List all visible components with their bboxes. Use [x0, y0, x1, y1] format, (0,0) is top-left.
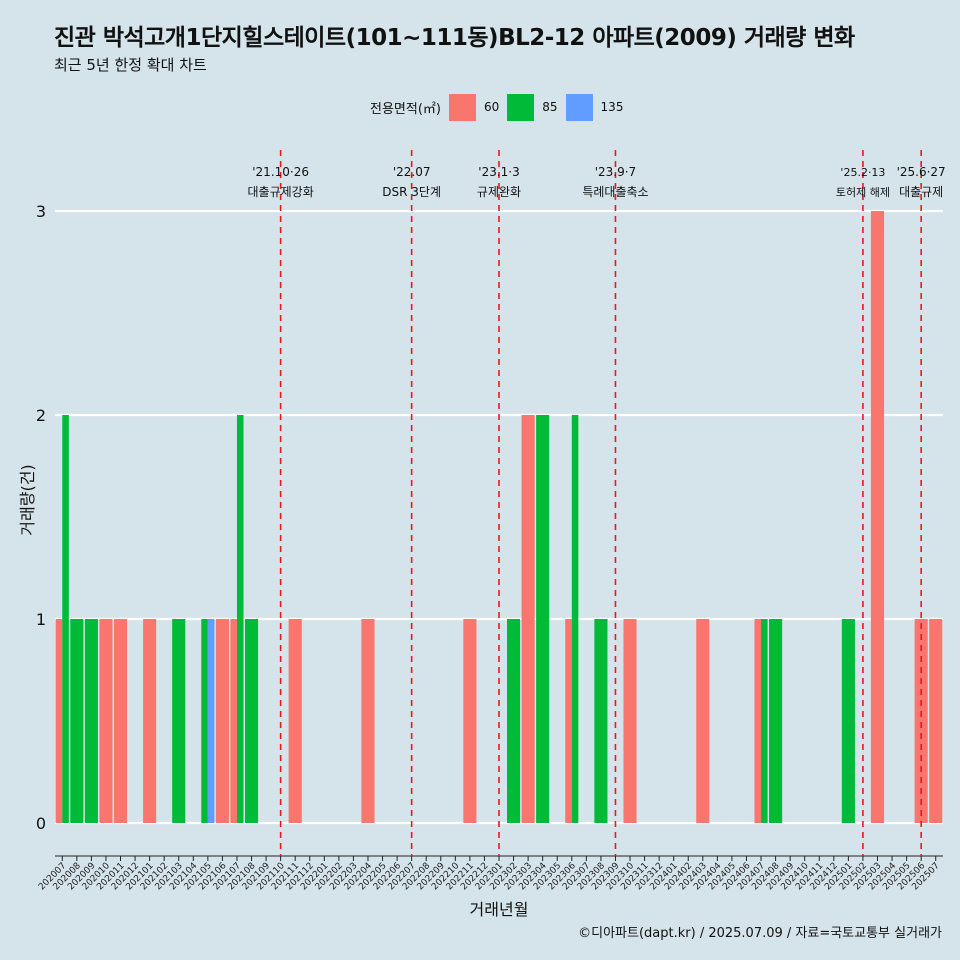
legend-label-85: 85 [542, 100, 558, 114]
bar-60-202310 [623, 619, 637, 823]
y-tick-label: 2 [36, 406, 46, 425]
annotation-date: '25.6·27 [897, 165, 946, 179]
bar-60-202503 [870, 211, 885, 823]
annotation-date: '23.9·7 [595, 165, 636, 179]
bar-85-202008 [70, 619, 84, 823]
chart-subtitle: 최근 5년 한정 확대 차트 [54, 56, 207, 74]
bar-85-202105 [201, 619, 208, 823]
chart-title: 진관 박석고개1단지힐스테이트(101~111동)BL2-12 아파트(2009… [54, 25, 855, 51]
y-tick-label: 0 [36, 814, 46, 833]
legend-item-60: 60 [448, 93, 500, 121]
annotation-date: '22.07 [393, 165, 431, 179]
bar-60-202407 [754, 619, 762, 823]
legend: 전용면적(㎡) 60 85 135 [370, 92, 631, 122]
bar-60-202107 [230, 619, 237, 823]
legend-label-135: 135 [600, 100, 624, 114]
y-axis-title: 거래량(건) [18, 464, 37, 535]
bar-60-202007 [55, 619, 63, 823]
bar-60-202506 [914, 619, 928, 823]
annotation-label: 특례대출축소 [582, 185, 648, 199]
bar-85-202007 [62, 415, 69, 823]
x-axis-title: 거래년월 [470, 900, 529, 919]
bar-85-202009 [84, 619, 98, 823]
bar-60-202403 [696, 619, 710, 823]
bar-85-202407 [761, 619, 768, 823]
y-tick-label: 1 [36, 610, 46, 629]
bar-60-202303 [521, 415, 535, 823]
bar-135-202105 [207, 619, 215, 823]
annotation-label: 토허제 해제 [836, 185, 890, 199]
bar-60-202101 [143, 619, 157, 823]
legend-swatch-135 [565, 93, 593, 121]
bar-85-202408 [769, 619, 783, 823]
bar-85-202103 [172, 619, 186, 823]
bar-60-202111 [288, 619, 302, 823]
legend-label-60: 60 [483, 100, 500, 114]
legend-swatch-60 [448, 93, 476, 121]
bar-60-202010 [99, 619, 113, 823]
annotation-label: 규제완화 [477, 185, 521, 199]
bar-60-202211 [463, 619, 477, 823]
y-tick-label: 3 [36, 202, 46, 221]
bar-85-202107 [236, 415, 244, 823]
bar-85-202501 [841, 619, 855, 823]
annotation-label: 대출규제강화 [248, 185, 314, 199]
annotation-date: '23.1·3 [478, 165, 519, 179]
legend-title: 전용면적(㎡) [370, 101, 441, 117]
bar-60-202204 [361, 619, 375, 823]
bar-85-202302 [507, 619, 521, 823]
bar-85-202108 [244, 619, 259, 823]
annotation-date: '25.2·13 [840, 166, 885, 179]
source-caption: ©디아파트(dapt.kr) / 2025.07.09 / 자료=국토교통부 실… [578, 926, 942, 941]
annotation-date: '21.10·26 [252, 165, 309, 179]
bar-60-202106 [215, 619, 229, 823]
annotation-label: 대출규제 [899, 185, 943, 199]
annotation-label: DSR 3단계 [382, 185, 441, 199]
bar-85-202308 [594, 619, 608, 823]
bar-85-202306 [571, 415, 579, 823]
legend-swatch-85 [507, 93, 535, 121]
bar-60-202507 [929, 619, 943, 823]
bar-85-202304 [536, 415, 550, 823]
legend-item-135: 135 [565, 93, 624, 121]
bar-60-202306 [565, 619, 572, 823]
bar-60-202011 [113, 619, 128, 823]
legend-item-85: 85 [507, 93, 558, 121]
